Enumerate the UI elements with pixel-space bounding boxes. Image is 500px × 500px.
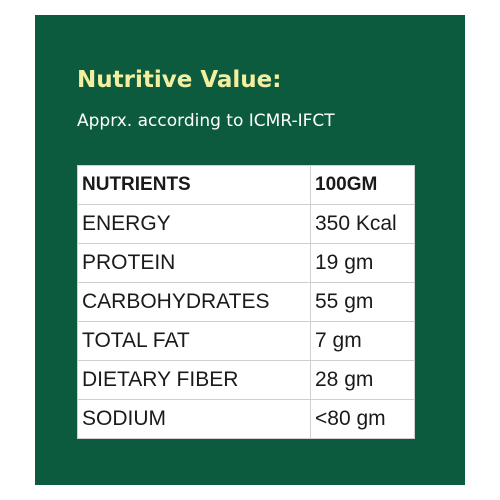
green-panel: Nutritive Value: Apprx. according to ICM… bbox=[35, 15, 465, 485]
subtitle: Apprx. according to ICMR-IFCT bbox=[77, 111, 335, 131]
nutrition-table: NUTRIENTS 100GM ENERGY 350 Kcal PROTEIN 19 gm… bbox=[77, 165, 415, 439]
title: Nutritive Value: bbox=[77, 67, 282, 93]
table-cell: TOTAL FAT bbox=[77, 321, 311, 361]
table-cell: 7 gm bbox=[310, 321, 415, 361]
table-cell: SODIUM bbox=[77, 399, 311, 439]
table-row: CARBOHYDRATES 55 gm bbox=[77, 282, 415, 322]
table-cell: 28 gm bbox=[310, 360, 415, 400]
table-row: TOTAL FAT 7 gm bbox=[77, 321, 415, 361]
table-cell: PROTEIN bbox=[77, 243, 311, 283]
table-cell: DIETARY FIBER bbox=[77, 360, 311, 400]
header-row: NUTRIENTS 100GM bbox=[77, 165, 415, 205]
header-cell: 100GM bbox=[310, 165, 415, 205]
table-cell: <80 gm bbox=[310, 399, 415, 439]
table-cell: CARBOHYDRATES bbox=[77, 282, 311, 322]
table-cell: ENERGY bbox=[77, 204, 311, 244]
header-cell: NUTRIENTS bbox=[77, 165, 311, 205]
table-cell: 55 gm bbox=[310, 282, 415, 322]
table-row: SODIUM <80 gm bbox=[77, 399, 415, 439]
table-row: DIETARY FIBER 28 gm bbox=[77, 360, 415, 400]
table-row: ENERGY 350 Kcal bbox=[77, 204, 415, 244]
table-row: PROTEIN 19 gm bbox=[77, 243, 415, 283]
table-cell: 19 gm bbox=[310, 243, 415, 283]
table-cell: 350 Kcal bbox=[310, 204, 415, 244]
